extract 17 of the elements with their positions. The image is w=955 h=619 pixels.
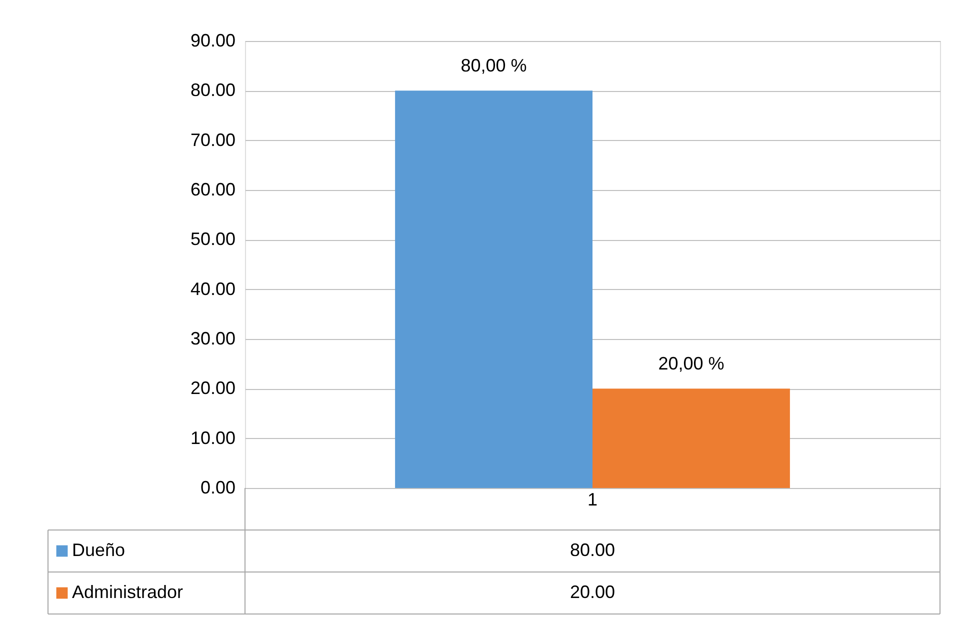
y-tick-label: 10.00 — [190, 428, 236, 448]
y-tick-label: 0.00 — [200, 478, 236, 498]
y-tick-label: 60.00 — [190, 180, 236, 200]
x-tick-label: 1 — [587, 490, 598, 510]
text: 20.00 — [570, 582, 616, 602]
data-label: 80,00 % — [460, 56, 527, 76]
y-tick-label: 30.00 — [190, 328, 236, 348]
y-tick-label: 40.00 — [190, 278, 236, 299]
y-tick-label: 50.00 — [190, 229, 236, 250]
y-tick-label: 80.00 — [190, 80, 236, 100]
y-tick-label: 70.00 — [190, 130, 236, 150]
data-label: 20,00 % — [658, 354, 724, 374]
y-tick-label: 20.00 — [190, 378, 236, 398]
y-tick-label: 90.00 — [190, 30, 236, 50]
legend-label: Administrador — [72, 582, 184, 602]
text: 80.00 — [570, 540, 616, 560]
legend-label: Dueño — [72, 540, 126, 560]
